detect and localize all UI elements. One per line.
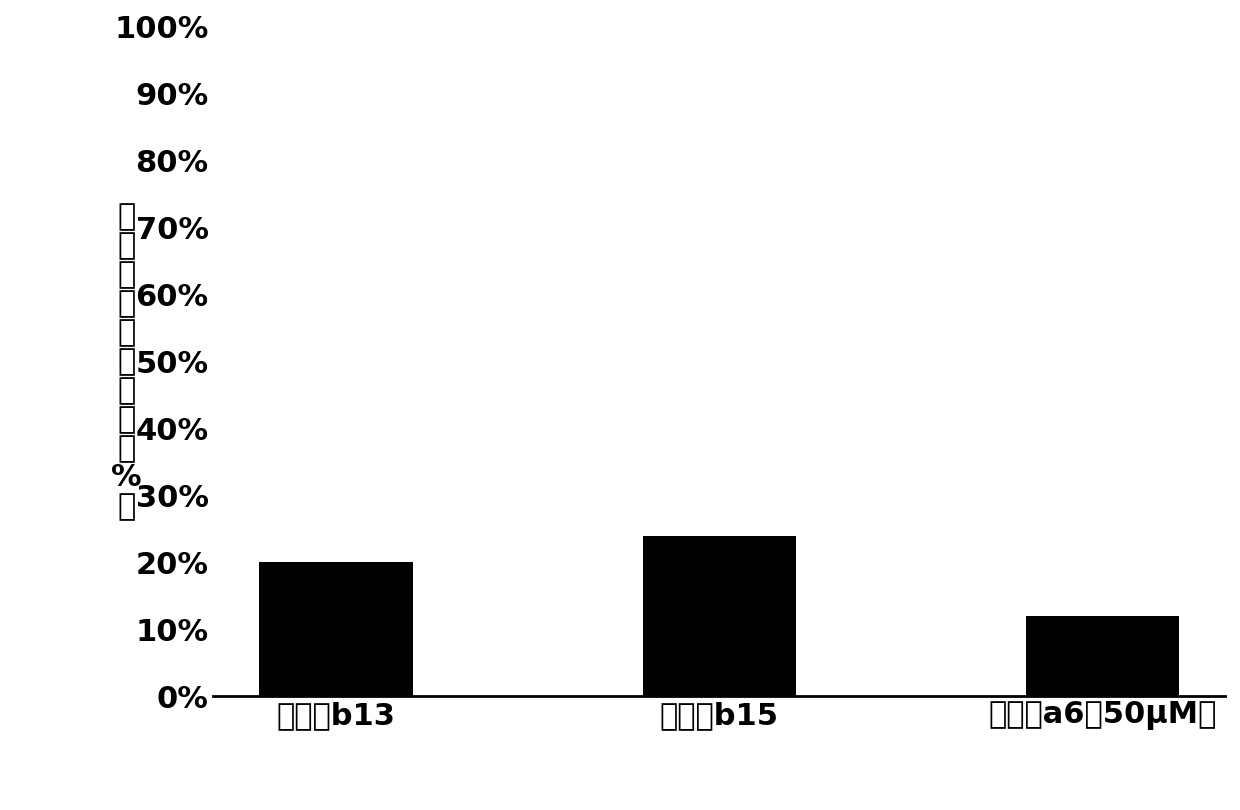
Bar [1025,616,1179,697]
Bar [259,562,413,697]
Bar [642,535,796,697]
Text: 値
考
参
率
菌
抑
面
表
）
%
（: 値 考 参 率 菌 抑 面 表 ） % （ [112,202,141,521]
